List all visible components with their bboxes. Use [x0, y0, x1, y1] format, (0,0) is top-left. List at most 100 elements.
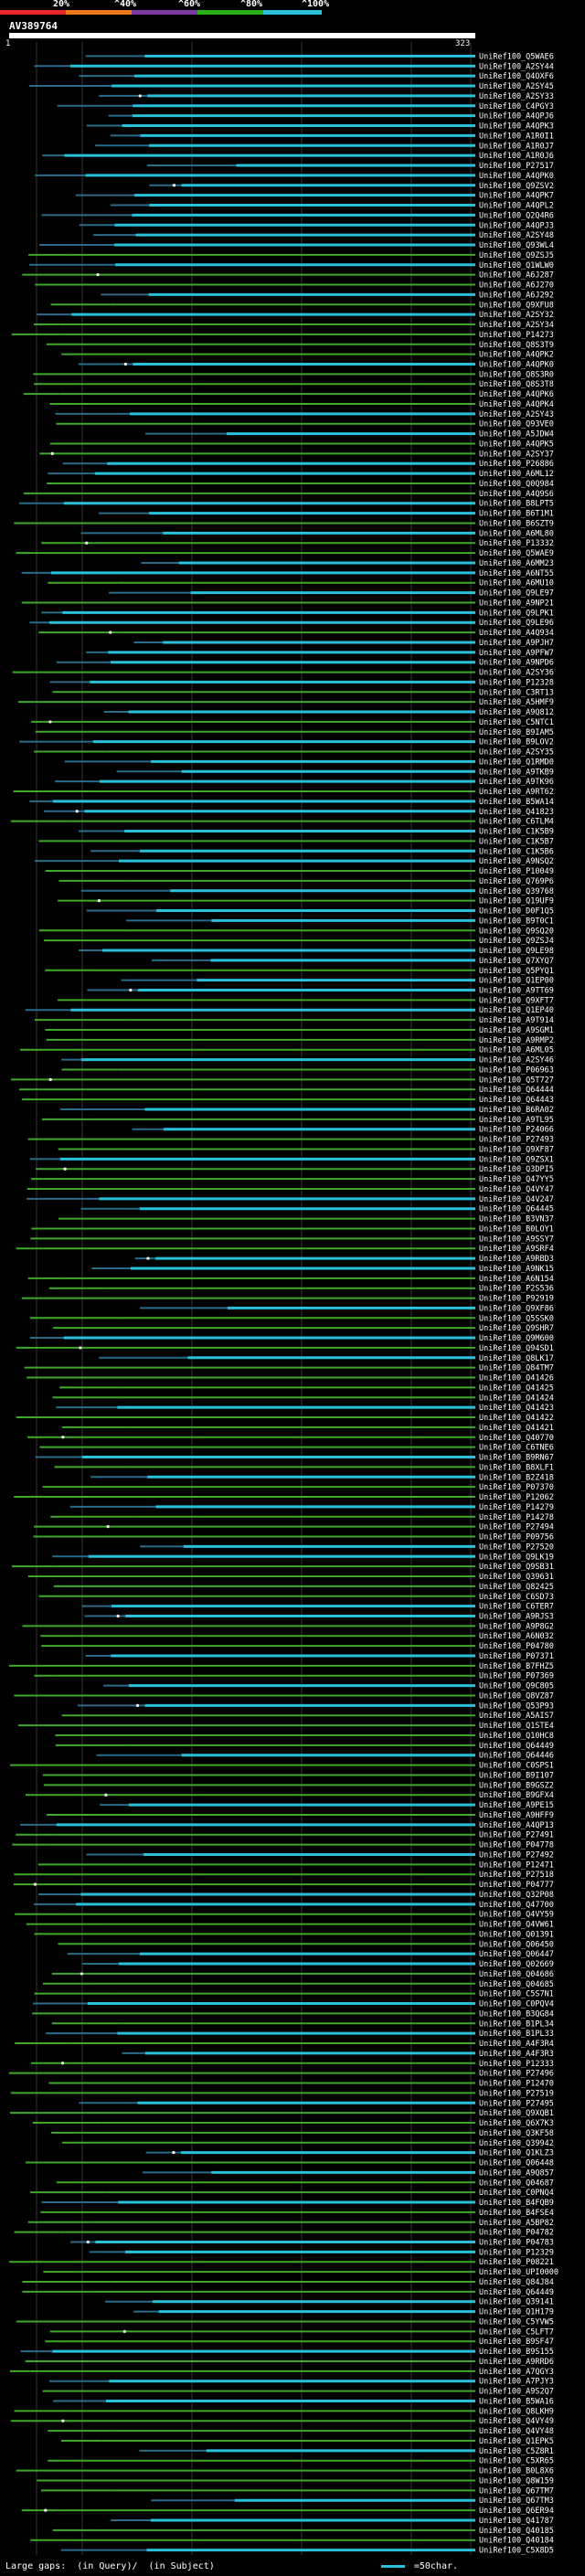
hit-label[interactable]: UniRef100_P26886	[479, 460, 554, 469]
hit-row[interactable]: UniRef100_Q8S3T9	[46, 341, 554, 350]
hit-row[interactable]: UniRef100_A4F3R3	[122, 2050, 554, 2059]
hit-label[interactable]: UniRef100_Q8S3T8	[479, 380, 554, 389]
hit-label[interactable]: UniRef100_A9SRF4	[479, 1245, 554, 1254]
hit-row[interactable]: UniRef100_C1K5B7	[38, 837, 554, 846]
hit-row[interactable]: UniRef100_Q41422	[16, 1414, 554, 1423]
hit-label[interactable]: UniRef100_A9Q857	[479, 2168, 554, 2178]
hit-label[interactable]: UniRef100_A4QPK5	[479, 440, 554, 449]
hit-label[interactable]: UniRef100_P04782	[479, 2229, 554, 2238]
hit-row[interactable]: UniRef100_Q5WAE6	[85, 52, 554, 61]
hit-row[interactable]: UniRef100_A6MU10	[48, 579, 554, 588]
hit-label[interactable]: UniRef100_B9LOV2	[479, 738, 554, 747]
hit-row[interactable]: UniRef100_P27493	[27, 1136, 554, 1145]
hit-label[interactable]: UniRef100_A6J270	[479, 281, 554, 291]
hit-label[interactable]: UniRef100_UPI0000	[479, 2268, 558, 2277]
hit-row[interactable]: UniRef100_P12328	[49, 678, 554, 687]
hit-label[interactable]: UniRef100_P92919	[479, 1295, 554, 1304]
hit-label[interactable]: UniRef100_A4QPK6	[479, 390, 554, 399]
hit-row[interactable]: UniRef100_P27495	[79, 2099, 554, 2108]
hit-row[interactable]: UniRef100_C0SPS1	[10, 1762, 554, 1771]
hit-label[interactable]: UniRef100_A2SY33	[479, 92, 554, 101]
hit-row[interactable]: UniRef100_B6T1M1	[98, 510, 554, 519]
hit-row[interactable]: UniRef100_B9LOV2	[19, 738, 554, 747]
hit-label[interactable]: UniRef100_A4QPK3	[479, 122, 554, 132]
hit-row[interactable]: UniRef100_P14279	[69, 1503, 554, 1512]
hit-label[interactable]: UniRef100_A7PJY3	[479, 2378, 554, 2387]
hit-label[interactable]: UniRef100_A9RMP2	[479, 1036, 554, 1045]
hit-label[interactable]: UniRef100_B9I107	[479, 1771, 554, 1780]
hit-row[interactable]: UniRef100_A9RBD3	[134, 1255, 554, 1264]
hit-label[interactable]: UniRef100_Q01391	[479, 1930, 554, 1939]
hit-row[interactable]: UniRef100_P24066	[132, 1126, 554, 1135]
hit-label[interactable]: UniRef100_P04783	[479, 2239, 554, 2248]
hit-label[interactable]: UniRef100_Q3KF58	[479, 2129, 554, 2138]
hit-row[interactable]: UniRef100_Q8LKH9	[14, 2407, 554, 2416]
hit-label[interactable]: UniRef100_Q4VY49	[479, 2417, 554, 2426]
hit-label[interactable]: UniRef100_A5HMF9	[479, 698, 554, 707]
hit-label[interactable]: UniRef100_Q8LK17	[479, 1354, 554, 1363]
hit-row[interactable]: UniRef100_C5XR65	[48, 2457, 554, 2466]
hit-label[interactable]: UniRef100_A5JDW4	[479, 430, 554, 440]
hit-label[interactable]: UniRef100_B9GSZ2	[479, 1781, 554, 1790]
hit-row[interactable]: UniRef100_A9P8G2	[22, 1622, 554, 1631]
hit-label[interactable]: UniRef100_B9GFX4	[479, 1791, 554, 1800]
hit-label[interactable]: UniRef100_B3QG84	[479, 2009, 554, 2019]
hit-label[interactable]: UniRef100_B3VN37	[479, 1215, 554, 1224]
hit-label[interactable]: UniRef100_Q5PYQ1	[479, 967, 554, 976]
hit-label[interactable]: UniRef100_A9TK96	[479, 778, 554, 787]
hit-row[interactable]: UniRef100_C5Z8R1	[139, 2447, 554, 2456]
hit-label[interactable]: UniRef100_C0PNQ4	[479, 2189, 554, 2198]
hit-row[interactable]: UniRef100_B9SF47	[45, 2337, 554, 2347]
hit-label[interactable]: UniRef100_A9SSY7	[479, 1235, 554, 1244]
hit-label[interactable]: UniRef100_P09756	[479, 1533, 554, 1542]
hit-label[interactable]: UniRef100_A9NK15	[479, 1265, 554, 1274]
hit-row[interactable]: UniRef100_Q3KF58	[50, 2129, 554, 2138]
hit-label[interactable]: UniRef100_P13332	[479, 539, 554, 548]
hit-label[interactable]: UniRef100_A5AIS7	[479, 1712, 554, 1721]
hit-row[interactable]: UniRef100_C1K5B9	[78, 828, 554, 837]
hit-label[interactable]: UniRef100_P2S536	[479, 1285, 554, 1294]
hit-row[interactable]: UniRef100_A6N032	[40, 1632, 554, 1641]
hit-row[interactable]: UniRef100_B9S155	[20, 2348, 554, 2357]
hit-label[interactable]: UniRef100_A6MU10	[479, 579, 554, 588]
hit-row[interactable]: UniRef100_P04780	[41, 1642, 554, 1651]
hit-row[interactable]: UniRef100_Q9LK19	[52, 1553, 554, 1562]
hit-row[interactable]: UniRef100_A2SY37	[39, 450, 554, 459]
hit-label[interactable]: UniRef100_P27493	[479, 1136, 554, 1145]
hit-row[interactable]: UniRef100_A4QPJ3	[79, 221, 554, 230]
hit-row[interactable]: UniRef100_Q4V247	[27, 1195, 554, 1204]
hit-row[interactable]: UniRef100_P07370	[42, 1483, 554, 1492]
hit-label[interactable]: UniRef100_A4QP13	[479, 1821, 554, 1830]
hit-row[interactable]: UniRef100_A6J270	[35, 281, 554, 291]
hit-label[interactable]: UniRef100_B6SZT9	[479, 519, 554, 528]
hit-label[interactable]: UniRef100_B9RN67	[479, 1454, 554, 1463]
hit-row[interactable]: UniRef100_A4QPK0	[78, 361, 554, 370]
hit-row[interactable]: UniRef100_Q93VE0	[56, 420, 554, 429]
hit-label[interactable]: UniRef100_P14279	[479, 1503, 554, 1512]
hit-label[interactable]: UniRef100_A2SY35	[479, 748, 554, 758]
hit-label[interactable]: UniRef100_B0LOY1	[479, 1224, 554, 1234]
hit-label[interactable]: UniRef100_Q41823	[479, 808, 554, 817]
hit-row[interactable]: UniRef100_A2SY45	[28, 82, 554, 91]
hit-row[interactable]: UniRef100_B6SZT9	[14, 519, 554, 528]
hit-row[interactable]: UniRef100_B7FHZ5	[9, 1662, 554, 1671]
hit-row[interactable]: UniRef100_Q4VW61	[26, 1921, 554, 1930]
hit-row[interactable]: UniRef100_B8XLF1	[54, 1463, 554, 1472]
hit-label[interactable]: UniRef100_P14273	[479, 331, 554, 340]
hit-label[interactable]: UniRef100_A1R0I1	[479, 132, 554, 141]
hit-label[interactable]: UniRef100_Q0Q984	[479, 480, 554, 489]
hit-label[interactable]: UniRef100_Q47YY5	[479, 1175, 554, 1184]
hit-label[interactable]: UniRef100_Q39942	[479, 2139, 554, 2148]
hit-row[interactable]: UniRef100_Q4VY47	[27, 1185, 554, 1194]
hit-row[interactable]: UniRef100_P09756	[33, 1533, 554, 1542]
hit-label[interactable]: UniRef100_A9RRD6	[479, 2358, 554, 2367]
hit-label[interactable]: UniRef100_B4FQB9	[479, 2199, 554, 2208]
hit-label[interactable]: UniRef100_A9Q812	[479, 708, 554, 717]
hit-row[interactable]: UniRef100_P2S536	[48, 1285, 554, 1294]
hit-label[interactable]: UniRef100_Q9SHR7	[479, 1324, 554, 1333]
hit-label[interactable]: UniRef100_A2SY44	[479, 62, 554, 71]
hit-row[interactable]: UniRef100_C3RT13	[52, 688, 554, 697]
hit-row[interactable]: UniRef100_Q82425	[53, 1583, 554, 1592]
hit-row[interactable]: UniRef100_Q1EP00	[121, 977, 554, 986]
hit-label[interactable]: UniRef100_A9S2Q7	[479, 2388, 554, 2397]
